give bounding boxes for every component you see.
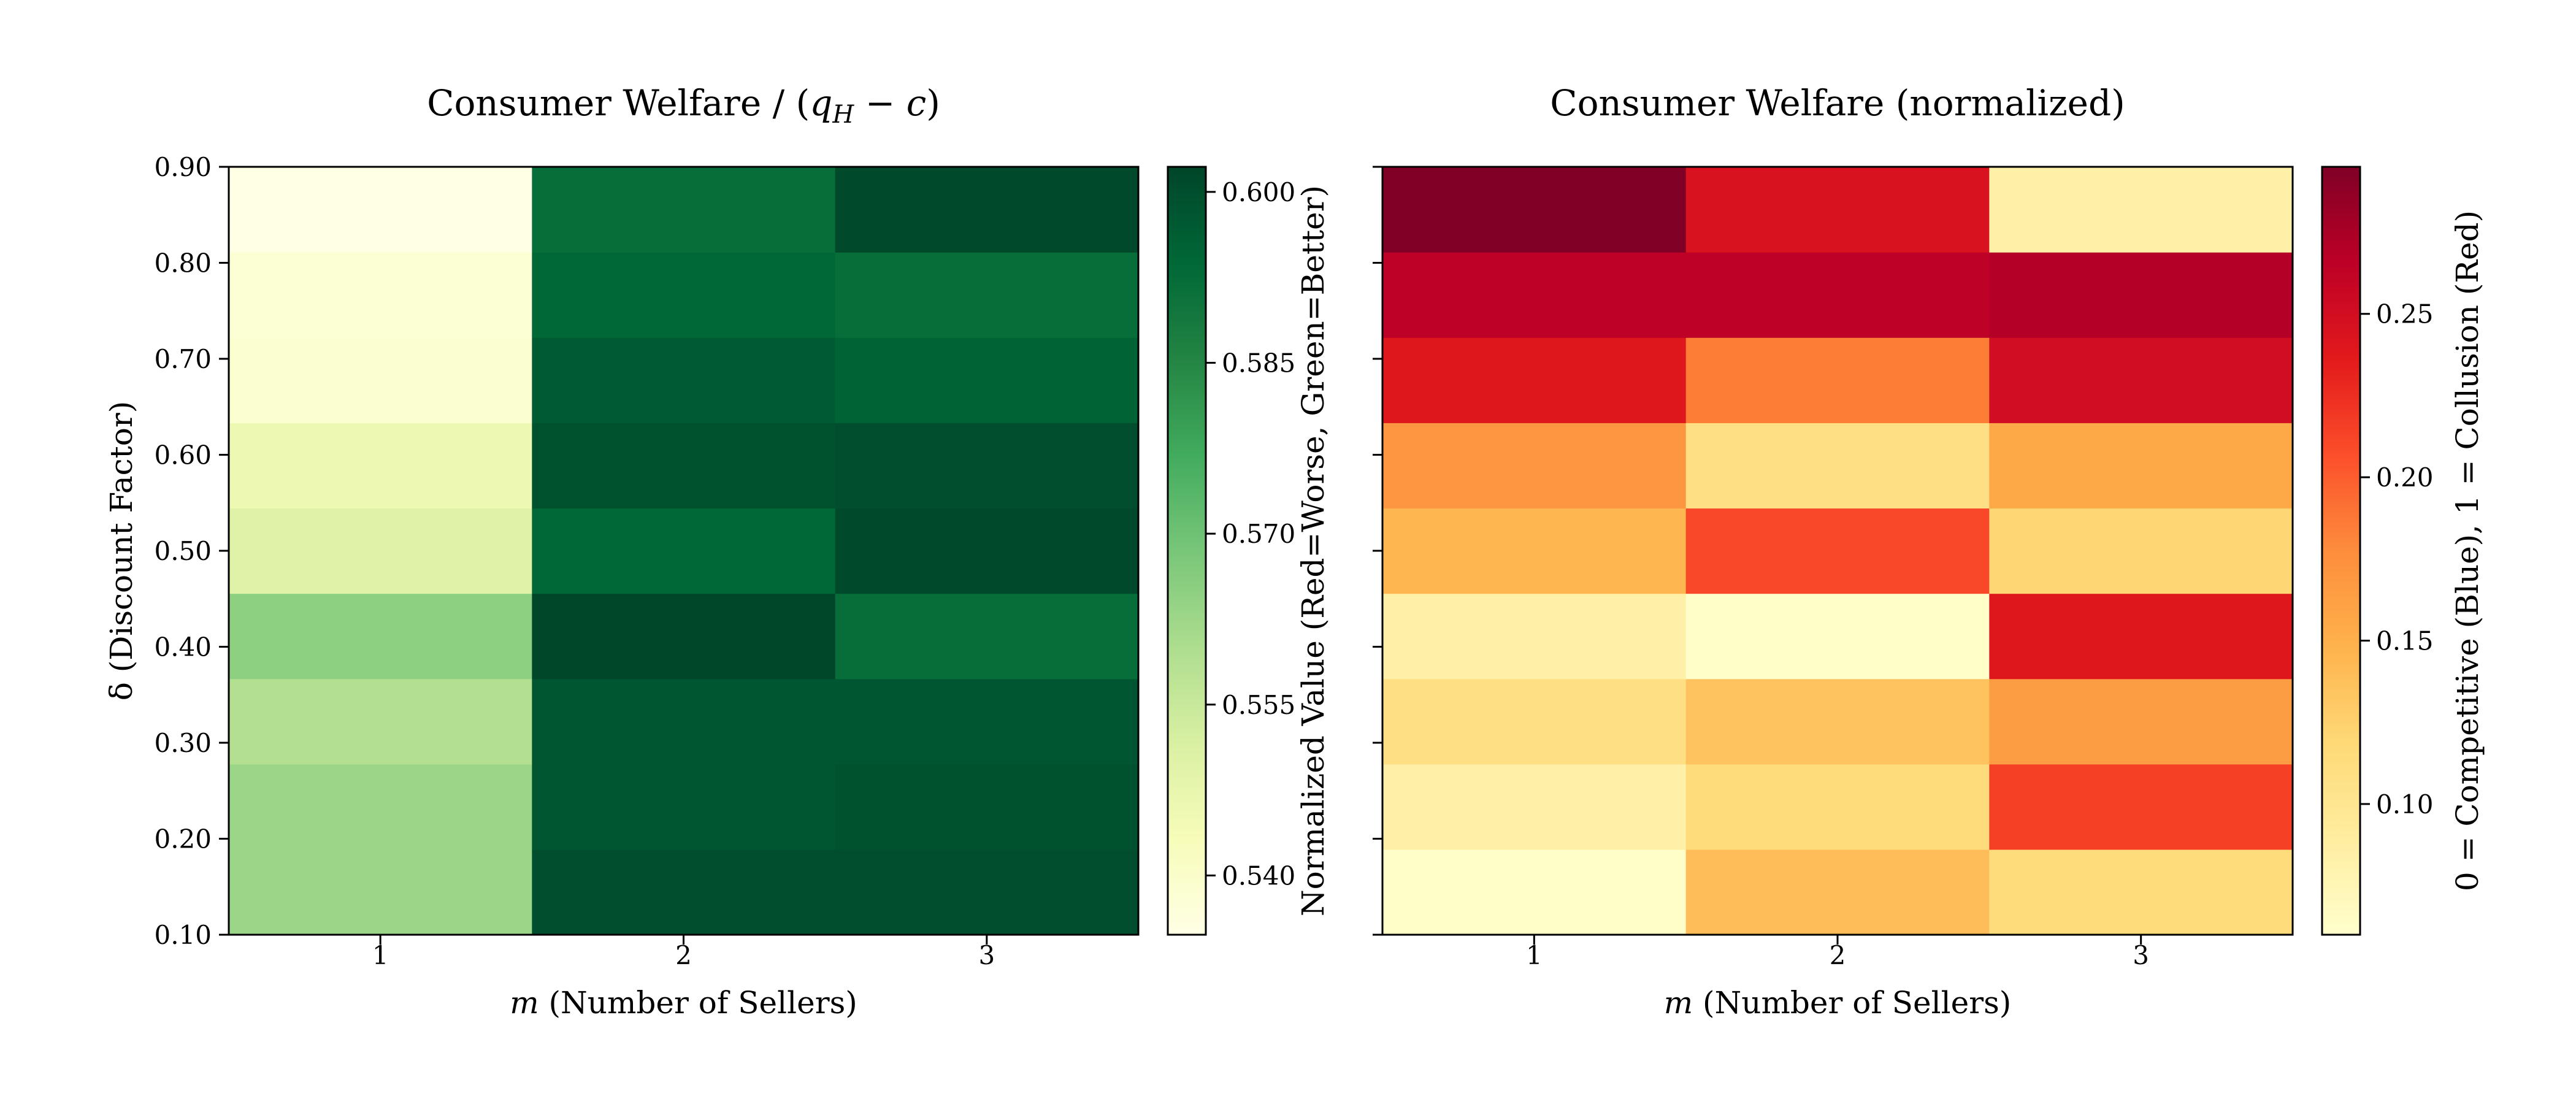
heatmap-cell bbox=[229, 764, 532, 850]
y-tick-label: 0.80 bbox=[154, 248, 212, 278]
heatmap-cell bbox=[1685, 167, 1990, 253]
heatmap-cell bbox=[1382, 849, 1687, 935]
left-y-axis-label: δ (Discount Factor) bbox=[104, 401, 139, 700]
y-tick-label: 0.30 bbox=[154, 728, 212, 758]
heatmap-cell bbox=[229, 849, 532, 935]
left-heatmap-panel: Consumer Welfare / (qH − c) 0.10 0.20 0.30… bbox=[104, 82, 1331, 1021]
left-y-axis-ticks: 0.10 0.20 0.30 0.40 0.50 0.60 0.70 0.80 0.90 bbox=[154, 152, 229, 950]
right-heatmap-panel: Consumer Welfare (normalized) 1 2 3 m (Num… bbox=[1373, 82, 2485, 1021]
heatmap-cell bbox=[1382, 423, 1687, 509]
heatmap-cell bbox=[532, 337, 836, 423]
heatmap-cell bbox=[532, 764, 836, 850]
y-tick-label: 0.90 bbox=[154, 152, 212, 182]
heatmap-cell bbox=[1685, 764, 1990, 850]
heatmap-cell bbox=[229, 678, 532, 765]
right-y-axis-ticks bbox=[1373, 166, 1382, 936]
heatmap-cell bbox=[1382, 337, 1687, 423]
heatmap-cell bbox=[1989, 849, 2293, 935]
heatmap-cell bbox=[1382, 167, 1687, 253]
heatmap-cell bbox=[532, 508, 836, 594]
heatmap-cell bbox=[835, 252, 1139, 338]
x-tick-label: 1 bbox=[1526, 940, 1543, 970]
x-tick-label: 2 bbox=[675, 940, 692, 970]
heatmap-cell bbox=[229, 337, 532, 423]
heatmap-cell bbox=[1382, 678, 1687, 765]
heatmap-cell bbox=[1685, 593, 1990, 680]
heatmap-cell bbox=[1382, 508, 1687, 594]
right-x-axis-label: m (Number of Sellers) bbox=[1664, 985, 2012, 1021]
colorbar-tick-label: 0.555 bbox=[1222, 690, 1295, 720]
heatmap-cell bbox=[1685, 508, 1990, 594]
colorbar-tick-label: 0.585 bbox=[1222, 348, 1295, 378]
heatmap-cell bbox=[835, 764, 1139, 850]
heatmap-cell bbox=[835, 678, 1139, 765]
heatmap-cell bbox=[532, 423, 836, 509]
heatmap-cell bbox=[229, 167, 532, 253]
right-heatmap-cells bbox=[1382, 167, 2293, 935]
colorbar-tick-label: 0.25 bbox=[2376, 299, 2434, 329]
heatmap-cell bbox=[532, 167, 836, 253]
y-tick-label: 0.60 bbox=[154, 440, 212, 470]
heatmap-cell bbox=[532, 593, 836, 680]
right-x-axis-ticks: 1 2 3 bbox=[1526, 935, 2149, 970]
y-tick-label: 0.70 bbox=[154, 344, 212, 374]
x-tick-label: 3 bbox=[978, 940, 995, 970]
heatmap-cell bbox=[1685, 678, 1990, 765]
heatmap-cell bbox=[229, 252, 532, 338]
left-colorbar-ticks: 0.540 0.555 0.570 0.585 0.600 bbox=[1206, 177, 1295, 891]
heatmap-cell bbox=[1989, 593, 2293, 680]
heatmap-cell bbox=[1989, 167, 2293, 253]
x-tick-label: 2 bbox=[1830, 940, 1846, 970]
heatmap-cell bbox=[532, 252, 836, 338]
left-chart-title: Consumer Welfare / (qH − c) bbox=[427, 82, 940, 129]
heatmap-cell bbox=[229, 593, 532, 680]
heatmap-cell bbox=[1989, 337, 2293, 423]
left-x-axis-label: m (Number of Sellers) bbox=[510, 985, 857, 1021]
colorbar-tick-label: 0.570 bbox=[1222, 519, 1295, 549]
heatmap-cell bbox=[532, 849, 836, 935]
heatmap-cell bbox=[1989, 764, 2293, 850]
colorbar-tick-label: 0.540 bbox=[1222, 861, 1295, 891]
right-colorbar-label: 0 = Competitive (Blue), 1 = Collusion (R… bbox=[2450, 210, 2485, 891]
x-tick-label: 3 bbox=[2133, 940, 2149, 970]
colorbar-tick-label: 0.15 bbox=[2376, 626, 2434, 656]
left-colorbar bbox=[1167, 166, 1207, 936]
heatmap-cell bbox=[1989, 252, 2293, 338]
right-colorbar bbox=[2321, 166, 2361, 936]
left-heatmap-cells bbox=[229, 167, 1139, 935]
heatmap-cell bbox=[532, 678, 836, 765]
heatmap-cell bbox=[835, 423, 1139, 509]
heatmap-cell bbox=[835, 337, 1139, 423]
heatmap-cell bbox=[1382, 252, 1687, 338]
heatmap-cell bbox=[835, 508, 1139, 594]
colorbar-tick-label: 0.10 bbox=[2376, 789, 2434, 819]
left-colorbar-label: Normalized Value (Red=Worse, Green=Bette… bbox=[1295, 185, 1331, 916]
heatmap-cell bbox=[1989, 508, 2293, 594]
heatmap-cell bbox=[835, 593, 1139, 680]
x-tick-label: 1 bbox=[372, 940, 389, 970]
colorbar-tick-label: 0.600 bbox=[1222, 177, 1295, 207]
heatmap-cell bbox=[1685, 337, 1990, 423]
heatmap-cell bbox=[1989, 678, 2293, 765]
heatmap-cell bbox=[1685, 252, 1990, 338]
heatmap-cell bbox=[835, 849, 1139, 935]
right-chart-title: Consumer Welfare (normalized) bbox=[1550, 82, 2125, 124]
heatmap-cell bbox=[229, 423, 532, 509]
left-x-axis-ticks: 1 2 3 bbox=[372, 935, 995, 970]
y-tick-label: 0.50 bbox=[154, 536, 212, 566]
colorbar-tick-label: 0.20 bbox=[2376, 462, 2434, 493]
right-colorbar-ticks: 0.10 0.15 0.20 0.25 bbox=[2360, 299, 2434, 819]
heatmap-cell bbox=[835, 167, 1139, 253]
heatmap-cell bbox=[1382, 764, 1687, 850]
y-tick-label: 0.20 bbox=[154, 824, 212, 854]
heatmap-cell bbox=[1685, 423, 1990, 509]
heatmap-cell bbox=[1989, 423, 2293, 509]
heatmap-cell bbox=[1382, 593, 1687, 680]
heatmap-cell bbox=[1685, 849, 1990, 935]
y-tick-label: 0.40 bbox=[154, 632, 212, 662]
heatmap-cell bbox=[229, 508, 532, 594]
y-tick-label: 0.10 bbox=[154, 920, 212, 950]
